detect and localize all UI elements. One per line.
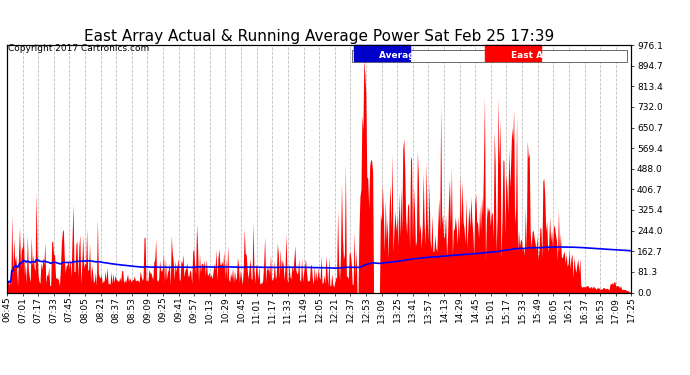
Title: East Array Actual & Running Average Power Sat Feb 25 17:39: East Array Actual & Running Average Powe… — [84, 29, 554, 44]
Text: Copyright 2017 Cartronics.com: Copyright 2017 Cartronics.com — [8, 44, 150, 52]
Legend: Average  (DC Watts), East Array  (DC Watts): Average (DC Watts), East Array (DC Watts… — [353, 50, 627, 62]
